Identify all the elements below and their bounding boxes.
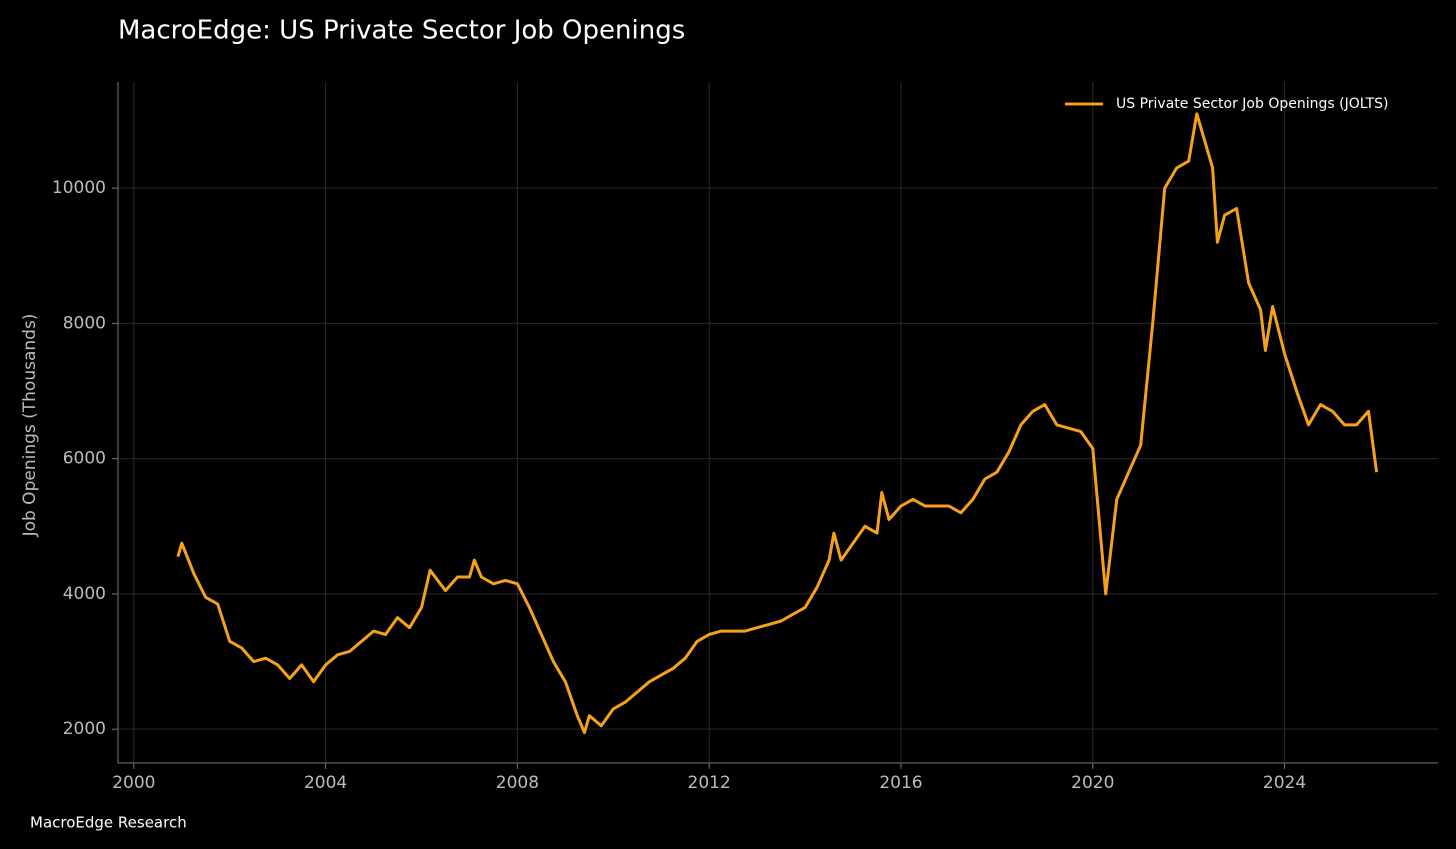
source-note: MacroEdge Research xyxy=(30,814,187,832)
x-tick-label: 2024 xyxy=(1263,773,1306,793)
x-tick-label: 2020 xyxy=(1071,773,1114,793)
y-tick-label: 10000 xyxy=(52,178,106,198)
x-tick-label: 2008 xyxy=(496,773,539,793)
x-tick-label: 2012 xyxy=(688,773,731,793)
y-axis-label: Job Openings (Thousands) xyxy=(20,314,40,538)
legend-label: US Private Sector Job Openings (JOLTS) xyxy=(1116,96,1389,112)
chart-title: MacroEdge: US Private Sector Job Opening… xyxy=(118,16,685,46)
x-tick-label: 2004 xyxy=(304,773,347,793)
y-tick-label: 8000 xyxy=(63,313,106,333)
y-tick-label: 4000 xyxy=(63,584,106,604)
x-tick-label: 2016 xyxy=(879,773,922,793)
y-tick-label: 2000 xyxy=(63,719,106,739)
data-line xyxy=(176,112,1379,735)
y-tick-label: 6000 xyxy=(63,449,106,469)
x-tick-label: 2000 xyxy=(112,773,155,793)
